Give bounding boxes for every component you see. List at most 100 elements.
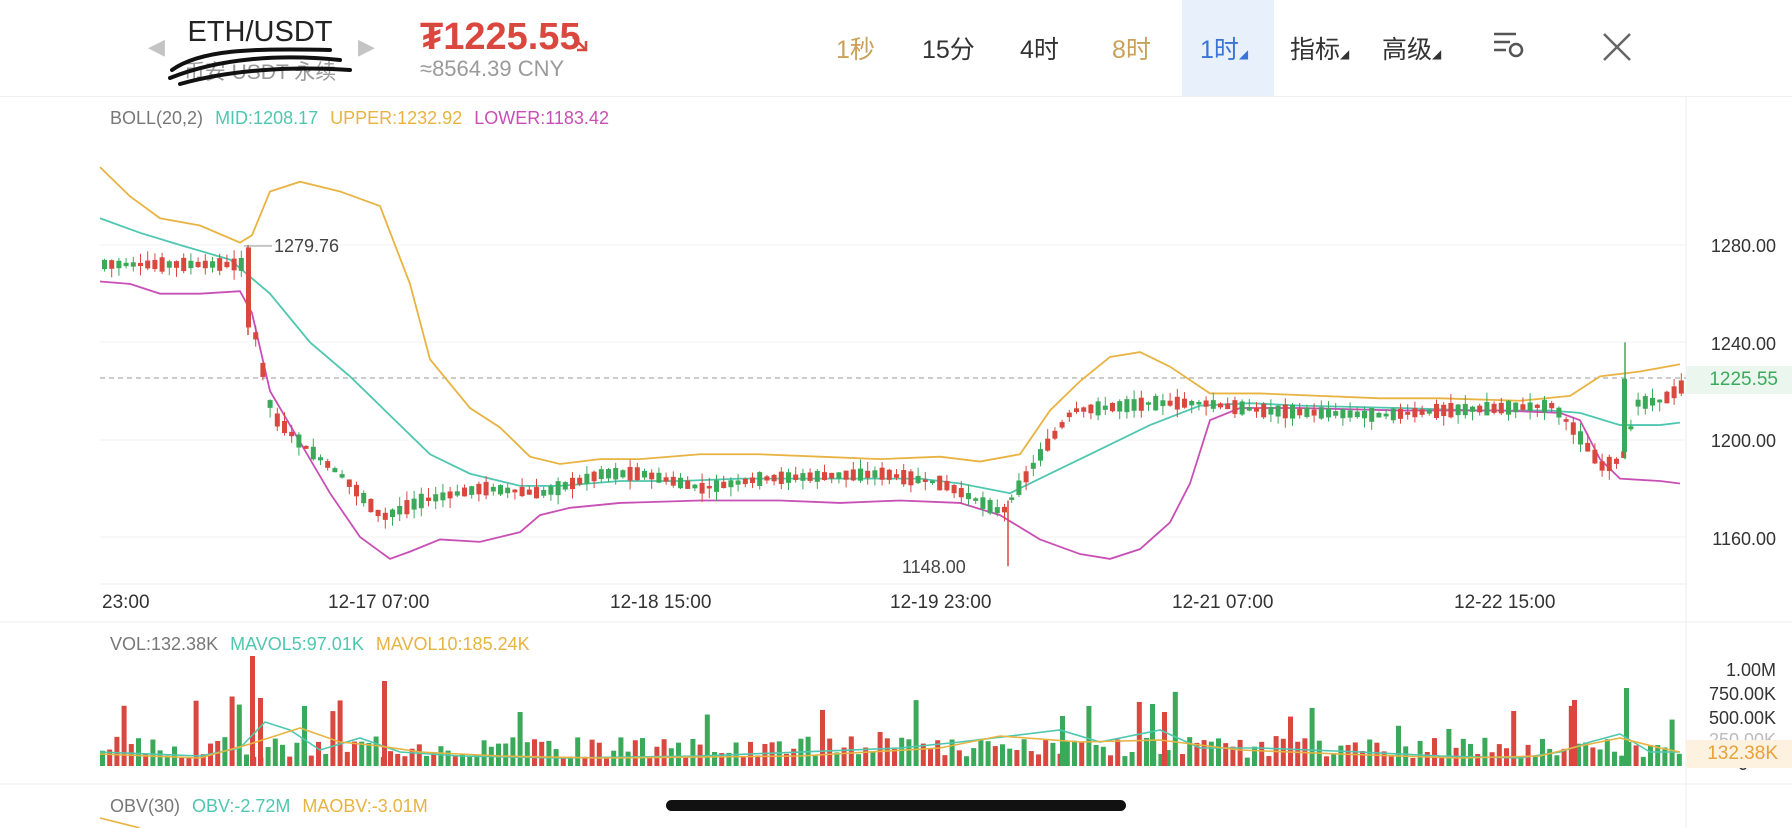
candle-body <box>606 469 611 479</box>
candle-body <box>858 468 863 481</box>
tab-15m[interactable]: 15分 <box>922 36 975 64</box>
volume-bar <box>589 739 595 766</box>
candle-body <box>771 474 777 482</box>
pair-title[interactable]: ETH/USDT <box>187 16 333 48</box>
candle-body <box>591 471 597 482</box>
candle-body <box>512 489 518 493</box>
volume-bar <box>503 743 509 766</box>
candle-body <box>1650 397 1655 406</box>
candle-body <box>454 491 460 496</box>
candle-body <box>1549 403 1555 409</box>
tab-indicators[interactable]: 指标◢ <box>1290 36 1350 64</box>
candle-body <box>649 472 655 480</box>
volume-bar <box>1576 743 1581 766</box>
vol-label: VOL:132.38K <box>110 634 219 654</box>
candle-body <box>1167 400 1173 406</box>
candle-body <box>483 481 489 496</box>
candle-body <box>1282 404 1288 419</box>
candle-body <box>303 445 309 449</box>
candle-body <box>714 480 719 492</box>
next-pair-arrow-icon[interactable]: ▶ <box>358 34 375 59</box>
volume-bar <box>481 740 487 766</box>
candle-body <box>807 472 813 481</box>
candle-body <box>836 472 842 479</box>
candle-body <box>1174 396 1180 410</box>
volume-bar <box>1572 700 1577 766</box>
volume-bar <box>1662 747 1668 766</box>
volume-bar <box>625 751 631 766</box>
volume-bar <box>272 738 278 766</box>
tab-advanced[interactable]: 高级◢ <box>1382 36 1442 64</box>
candle-body <box>656 472 662 483</box>
volume-bar <box>1612 751 1617 766</box>
volume-bar <box>1345 744 1351 766</box>
candle-body <box>382 512 388 520</box>
candle-body <box>1326 408 1331 418</box>
tab-8h[interactable]: 8时 <box>1112 36 1151 64</box>
volume-bar <box>1086 705 1092 766</box>
volume-bar <box>1331 753 1337 766</box>
candle-body <box>1585 442 1591 452</box>
candle-body <box>642 470 647 478</box>
candle-body <box>519 486 525 497</box>
volume-bar <box>164 755 170 766</box>
candle-body <box>541 489 547 496</box>
volume-bar <box>942 755 948 766</box>
tab-4h[interactable]: 4时 <box>1020 36 1059 64</box>
candle-body <box>1621 451 1627 458</box>
candle-body <box>742 478 748 485</box>
tab-1s[interactable]: 1秒 <box>836 36 875 64</box>
volume-bar <box>827 738 833 766</box>
volume-bar <box>121 705 127 766</box>
volume-bar <box>452 756 458 766</box>
candle-body <box>1664 391 1670 404</box>
candle-body <box>310 446 316 460</box>
candle-body <box>1570 422 1576 435</box>
candle-body <box>1362 410 1367 419</box>
candle-body <box>1527 402 1533 411</box>
candle-body <box>735 480 741 485</box>
volume-bar <box>1129 751 1135 766</box>
candle-body <box>1138 397 1144 411</box>
candle-body <box>195 261 201 268</box>
volume-bar <box>1036 754 1041 766</box>
candle-body <box>757 472 763 487</box>
candle-body <box>987 499 993 514</box>
candle-body <box>555 481 561 496</box>
candle-body <box>440 492 446 501</box>
volume-bar <box>467 756 473 766</box>
candle-body <box>973 498 979 501</box>
candle-body <box>1124 399 1130 413</box>
candle-body <box>166 261 172 268</box>
tab-1h[interactable]: 1时◢ <box>1200 36 1249 64</box>
price-cny: ≈8564.39 CNY <box>420 56 565 81</box>
volume-bar <box>186 757 192 766</box>
candle-body <box>1477 405 1483 413</box>
volume-bar <box>1115 739 1121 766</box>
candle-body <box>1232 400 1238 415</box>
candle-body <box>138 262 143 266</box>
volume-bar <box>1172 691 1178 766</box>
prev-pair-arrow-icon[interactable]: ◀ <box>148 34 165 59</box>
volume-bar <box>784 753 789 766</box>
volume-bar <box>524 742 530 766</box>
maobv-line <box>99 817 141 828</box>
candle-body <box>1009 497 1015 500</box>
candle-body <box>1081 407 1087 412</box>
chart-settings-icon[interactable] <box>1490 26 1526 62</box>
volume-bar <box>302 706 307 766</box>
volume-bar <box>762 743 768 766</box>
candle-body <box>246 247 251 328</box>
candle-body <box>800 473 806 481</box>
close-icon[interactable] <box>1600 30 1636 66</box>
candle-body <box>1023 471 1029 483</box>
volume-bar <box>1604 739 1610 766</box>
boll-mid-line <box>99 217 1681 495</box>
volume-bar <box>388 751 393 766</box>
candle-body <box>476 483 482 495</box>
volume-bar <box>1194 742 1200 766</box>
volume-bar <box>978 738 984 766</box>
candle-body <box>901 470 907 485</box>
candle-body <box>332 468 338 473</box>
